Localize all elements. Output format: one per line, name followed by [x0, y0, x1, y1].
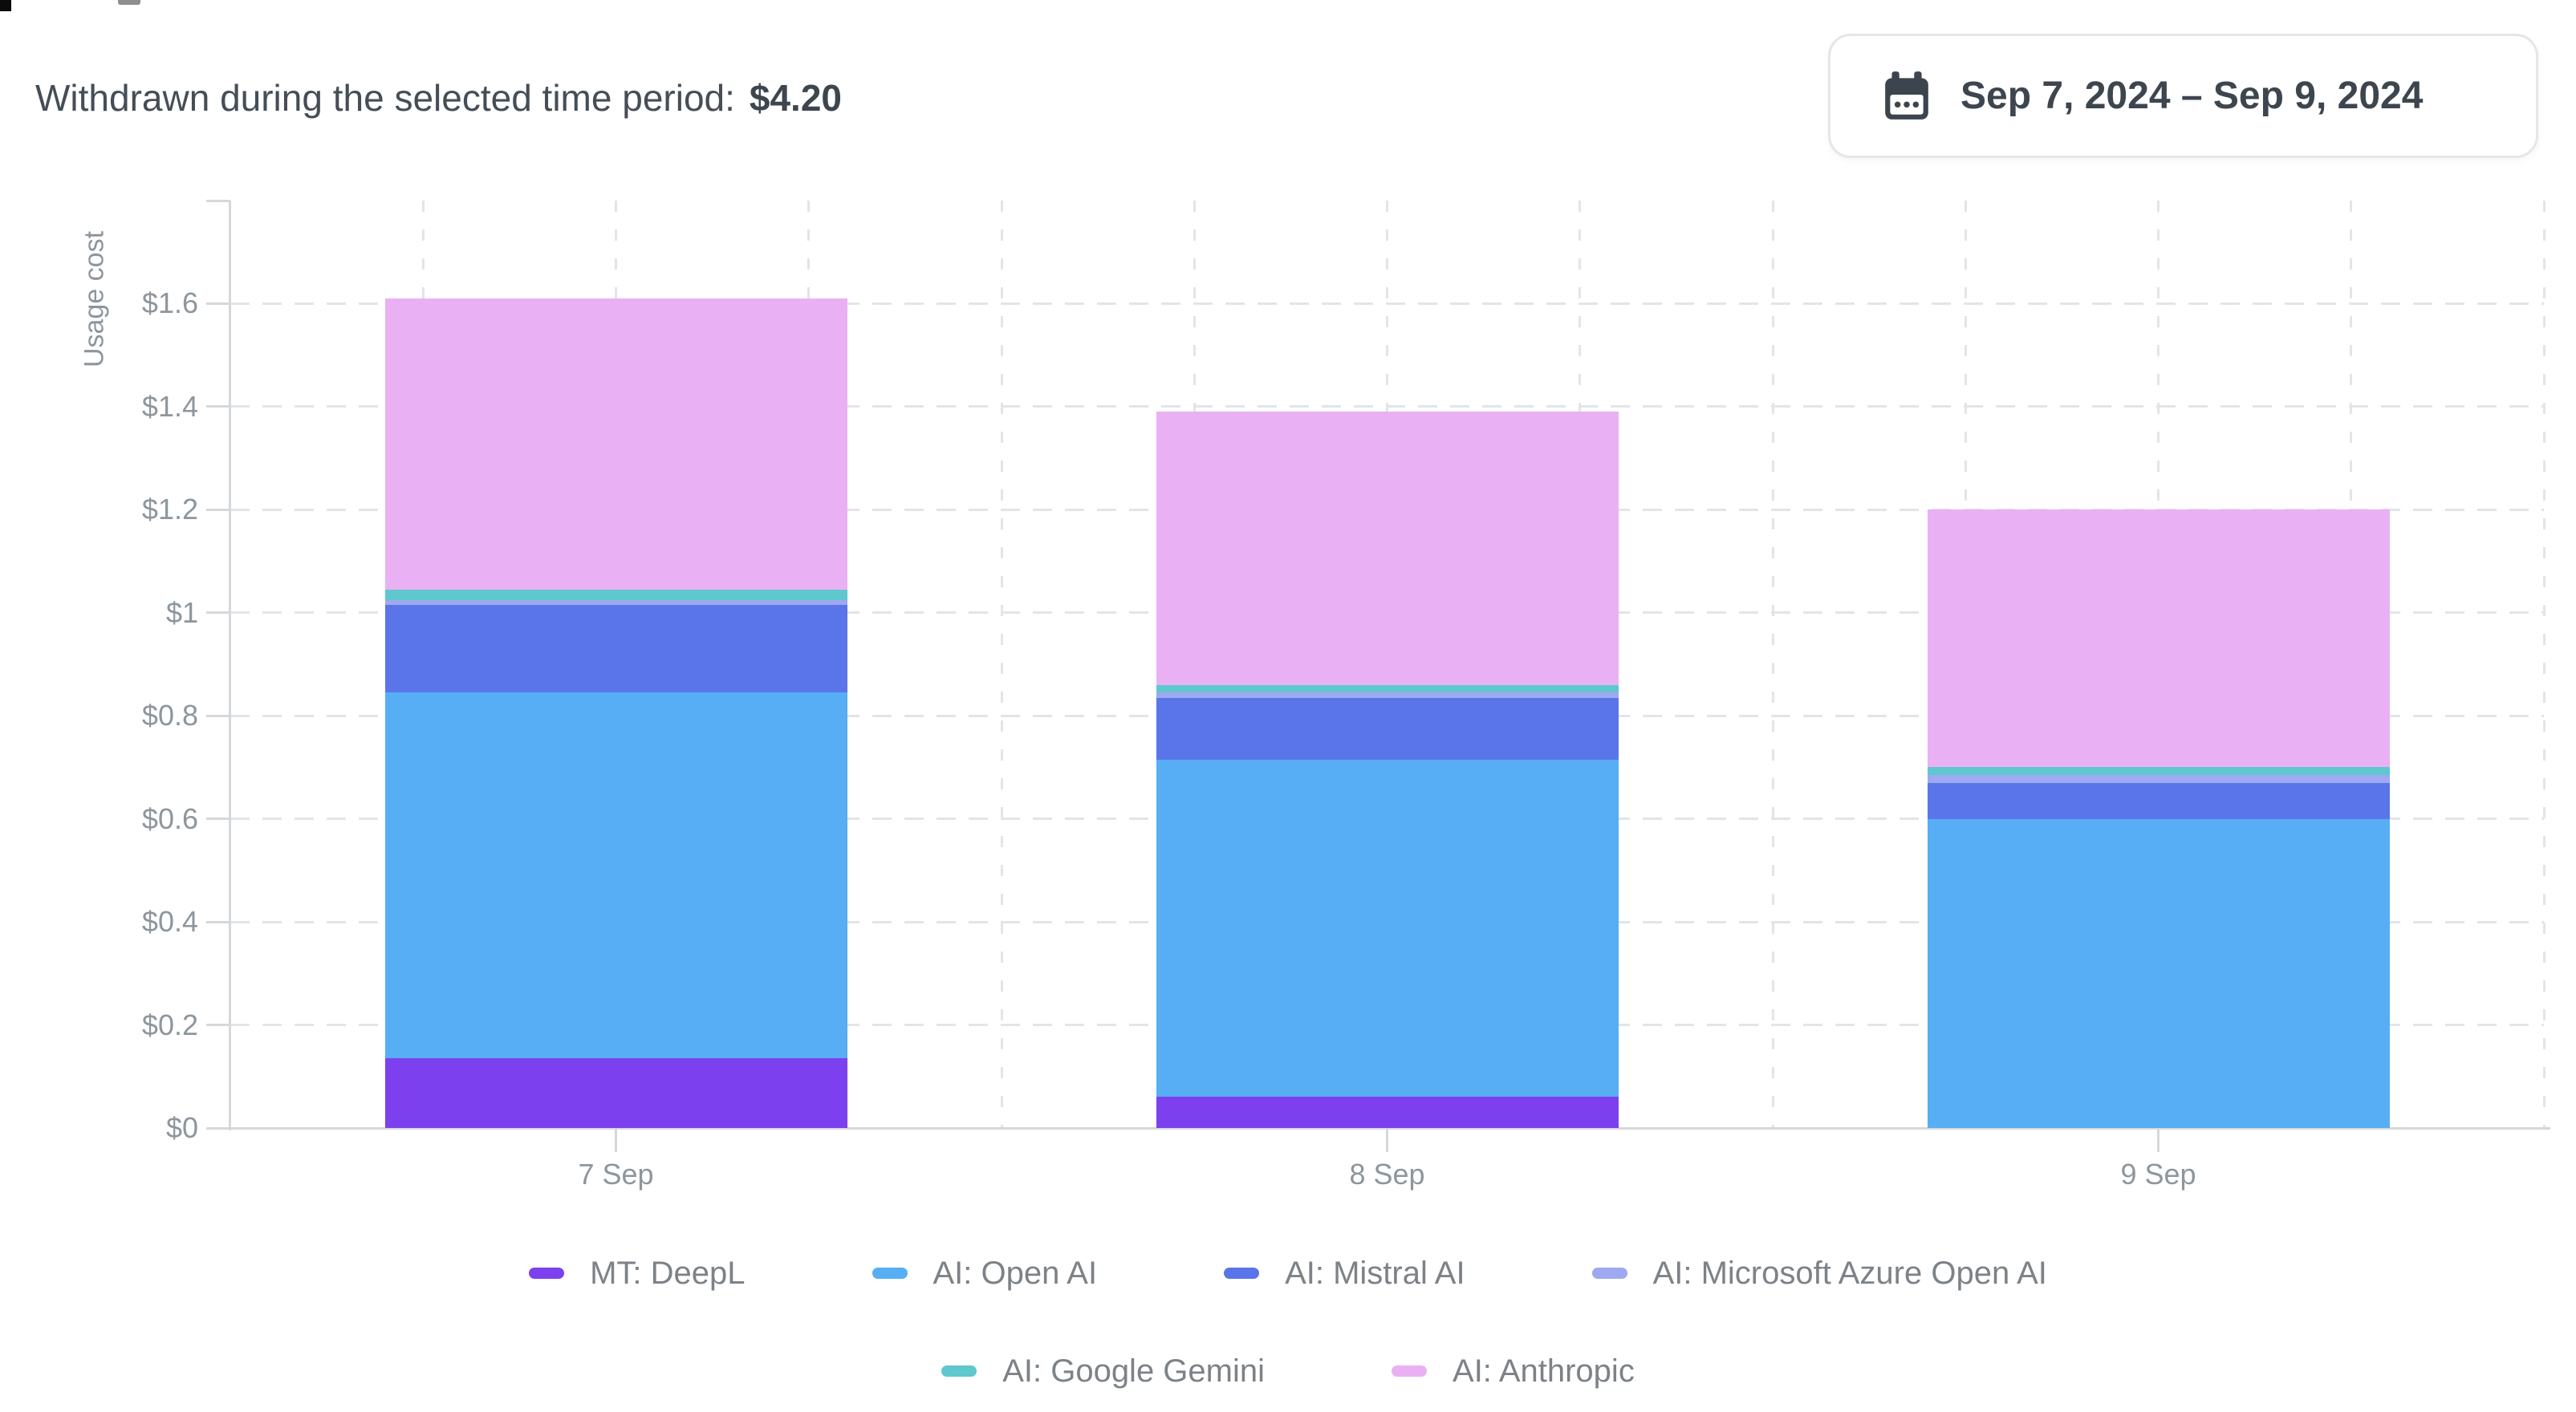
- legend-label: AI: Anthropic: [1453, 1353, 1635, 1389]
- legend-row-1: MT: DeepL AI: Open AI AI: Mistral AI AI: Mi…: [0, 1248, 2576, 1298]
- y-axis-tick: [206, 1024, 230, 1027]
- bar-segment-ai-google-gemini[interactable]: [1927, 767, 2390, 776]
- bar-segment-ai-open-ai[interactable]: [384, 692, 847, 1059]
- gridline-h: [230, 302, 2544, 305]
- legend-item-ai-anthropic[interactable]: AI: Anthropic: [1392, 1353, 1635, 1390]
- y-tick-label: $1.2: [141, 493, 198, 526]
- y-axis-line: [229, 201, 231, 1130]
- y-axis-tick: [206, 302, 230, 305]
- x-tick-label: 7 Sep: [578, 1158, 654, 1191]
- y-tick-label: $0: [165, 1111, 198, 1144]
- legend-label: MT: DeepL: [590, 1255, 746, 1291]
- bar-segment-ai-google-gemini[interactable]: [384, 589, 847, 600]
- bar-segment-ai-anthropic[interactable]: [1927, 509, 2390, 768]
- bar-segment-ai-anthropic[interactable]: [1156, 412, 1619, 685]
- y-tick-label: $0.4: [141, 905, 198, 939]
- y-tick-label: $1: [165, 595, 198, 629]
- bar-segment-ai-microsoft-azure-open-ai[interactable]: [1927, 775, 2390, 783]
- y-axis-tick: [206, 508, 230, 511]
- bar-segment-ai-microsoft-azure-open-ai[interactable]: [384, 599, 847, 606]
- legend-swatch: [529, 1268, 565, 1279]
- y-axis-tick: [206, 611, 230, 615]
- calendar-icon: [1885, 71, 1928, 120]
- x-axis-tick: [2157, 1128, 2160, 1152]
- x-axis-tick: [615, 1128, 617, 1152]
- gridline-v: [2542, 201, 2546, 1128]
- date-range-label: Sep 7, 2024 – Sep 9, 2024: [1960, 75, 2424, 117]
- legend-item-ai-microsoft-azure-open-ai[interactable]: AI: Microsoft Azure Open AI: [1591, 1255, 2047, 1292]
- withdrawn-summary-value: $4.20: [749, 77, 843, 119]
- y-tick-label: $1.4: [141, 389, 198, 423]
- legend-swatch: [941, 1365, 977, 1377]
- legend-item-mt-deepl[interactable]: MT: DeepL: [529, 1255, 746, 1292]
- cropped-text-fragment: [118, 0, 140, 5]
- bar-segment-ai-google-gemini[interactable]: [1156, 684, 1619, 693]
- legend-item-ai-open-ai[interactable]: AI: Open AI: [872, 1255, 1098, 1292]
- legend-item-ai-google-gemini[interactable]: AI: Google Gemini: [941, 1353, 1265, 1390]
- y-axis-tick: [206, 405, 230, 408]
- legend-swatch: [1224, 1268, 1260, 1279]
- x-tick-label: 9 Sep: [2120, 1158, 2196, 1191]
- y-tick-label: $1.6: [141, 286, 198, 320]
- legend-label: AI: Open AI: [932, 1255, 1098, 1291]
- y-tick-label: $0.2: [141, 1008, 198, 1041]
- y-tick-label: $0.6: [141, 801, 198, 835]
- bar-segment-mt-deepl[interactable]: [384, 1058, 847, 1128]
- bar-segment-mt-deepl[interactable]: [1156, 1097, 1619, 1128]
- x-tick-label: 8 Sep: [1349, 1158, 1425, 1191]
- y-axis-tick: [206, 1126, 230, 1130]
- legend-swatch: [872, 1268, 908, 1279]
- y-tick-label: $0.8: [141, 699, 198, 732]
- y-axis-tick: [206, 714, 230, 717]
- legend-swatch: [1392, 1365, 1428, 1377]
- y-axis-tick: [206, 818, 230, 821]
- y-axis-tick: [206, 199, 230, 202]
- gridline-v: [1000, 201, 1003, 1128]
- x-axis-tick: [1386, 1128, 1388, 1152]
- bar-segment-ai-open-ai[interactable]: [1156, 759, 1619, 1098]
- bar-segment-ai-mistral-ai[interactable]: [384, 605, 847, 693]
- legend-label: AI: Google Gemini: [1002, 1353, 1266, 1389]
- legend-label: AI: Microsoft Azure Open AI: [1652, 1255, 2047, 1291]
- withdrawn-summary: Withdrawn during the selected time perio…: [35, 74, 842, 122]
- y-axis-tick: [206, 920, 230, 923]
- bar-segment-ai-microsoft-azure-open-ai[interactable]: [1156, 692, 1619, 698]
- x-axis-line: [230, 1127, 2550, 1130]
- date-range-button[interactable]: Sep 7, 2024 – Sep 9, 2024: [1828, 34, 2538, 158]
- cropped-element-fragment: [0, 0, 11, 11]
- legend-item-ai-mistral-ai[interactable]: AI: Mistral AI: [1224, 1256, 1465, 1292]
- gridline-v: [1771, 201, 1774, 1128]
- bar-segment-ai-mistral-ai[interactable]: [1156, 697, 1619, 760]
- legend-swatch: [1591, 1268, 1627, 1279]
- bar-segment-ai-anthropic[interactable]: [384, 298, 847, 590]
- bar-segment-ai-open-ai[interactable]: [1927, 818, 2390, 1128]
- legend-label: AI: Mistral AI: [1285, 1255, 1465, 1291]
- legend-row-2: AI: Google Gemini AI: Anthropic: [0, 1346, 2576, 1396]
- withdrawn-summary-label: Withdrawn during the selected time perio…: [35, 77, 735, 119]
- gridline-h: [230, 405, 2544, 408]
- bar-segment-ai-mistral-ai[interactable]: [1927, 782, 2390, 819]
